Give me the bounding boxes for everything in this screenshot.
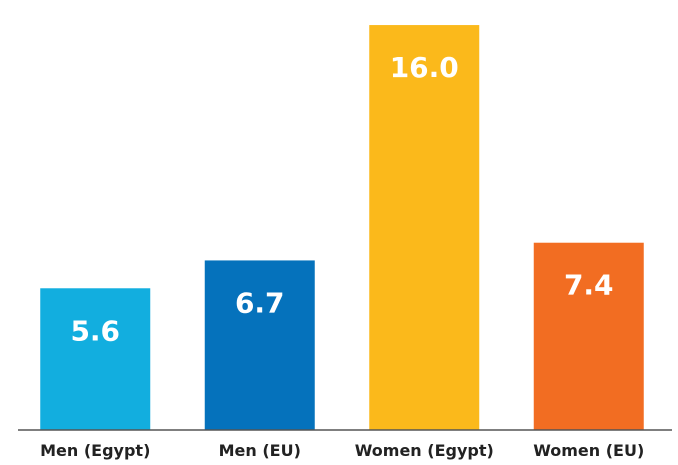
- bar: [204, 260, 315, 430]
- x-tick-label: Women (EU): [533, 441, 644, 460]
- bar: [369, 25, 480, 430]
- x-tick-label: Men (Egypt): [40, 441, 150, 460]
- value-label: 6.7: [235, 286, 285, 319]
- x-tick-label: Men (EU): [219, 441, 301, 460]
- value-label: 5.6: [70, 314, 120, 347]
- bar: [533, 242, 644, 430]
- x-tick-label: Women (Egypt): [355, 441, 494, 460]
- value-label: 7.4: [564, 269, 614, 302]
- bar: [40, 288, 151, 430]
- value-label: 16.0: [390, 51, 459, 84]
